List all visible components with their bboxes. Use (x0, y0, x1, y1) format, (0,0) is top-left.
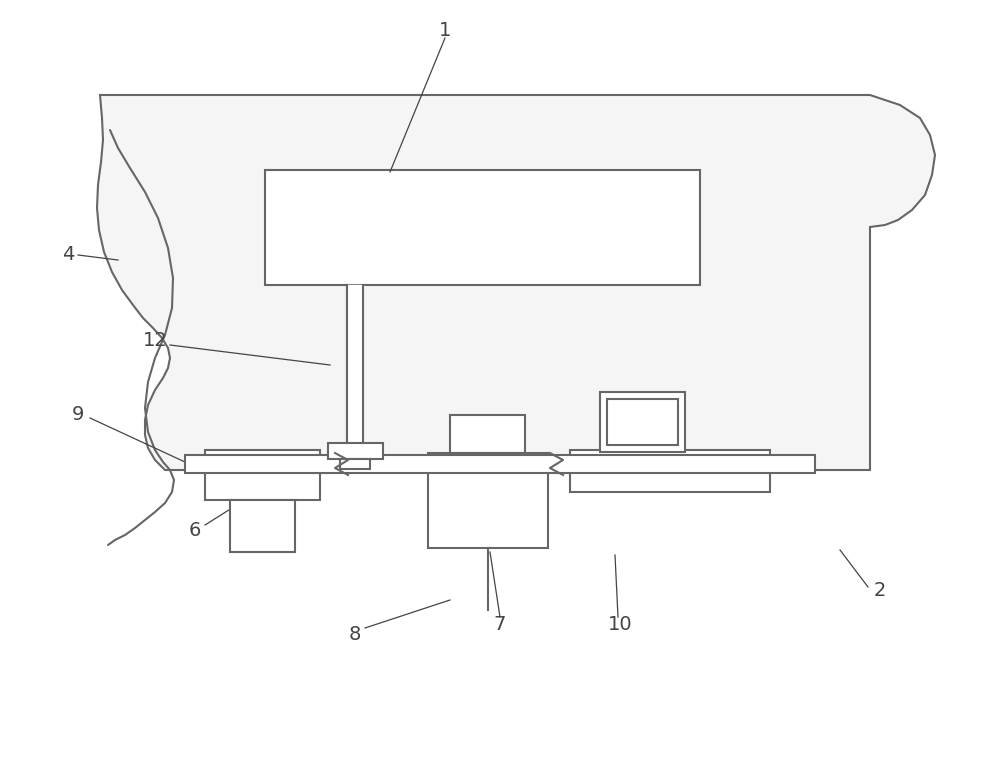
Bar (340, 459, 370, 469)
Text: 2: 2 (874, 580, 886, 600)
Bar (205, 450, 320, 500)
Bar (570, 450, 770, 492)
Text: 4: 4 (62, 246, 74, 264)
Text: 10: 10 (608, 615, 632, 635)
Bar (328, 443, 383, 459)
Text: 9: 9 (72, 406, 84, 424)
Text: 12: 12 (143, 330, 167, 350)
Polygon shape (97, 95, 935, 470)
Bar (600, 392, 685, 452)
Text: 1: 1 (439, 20, 451, 40)
Bar (185, 455, 815, 473)
Text: 7: 7 (494, 615, 506, 635)
Bar (450, 415, 525, 453)
Bar (428, 453, 548, 548)
Text: 6: 6 (189, 521, 201, 539)
Bar (607, 399, 678, 445)
Bar (230, 500, 295, 552)
Text: 8: 8 (349, 625, 361, 644)
Bar (265, 170, 700, 285)
